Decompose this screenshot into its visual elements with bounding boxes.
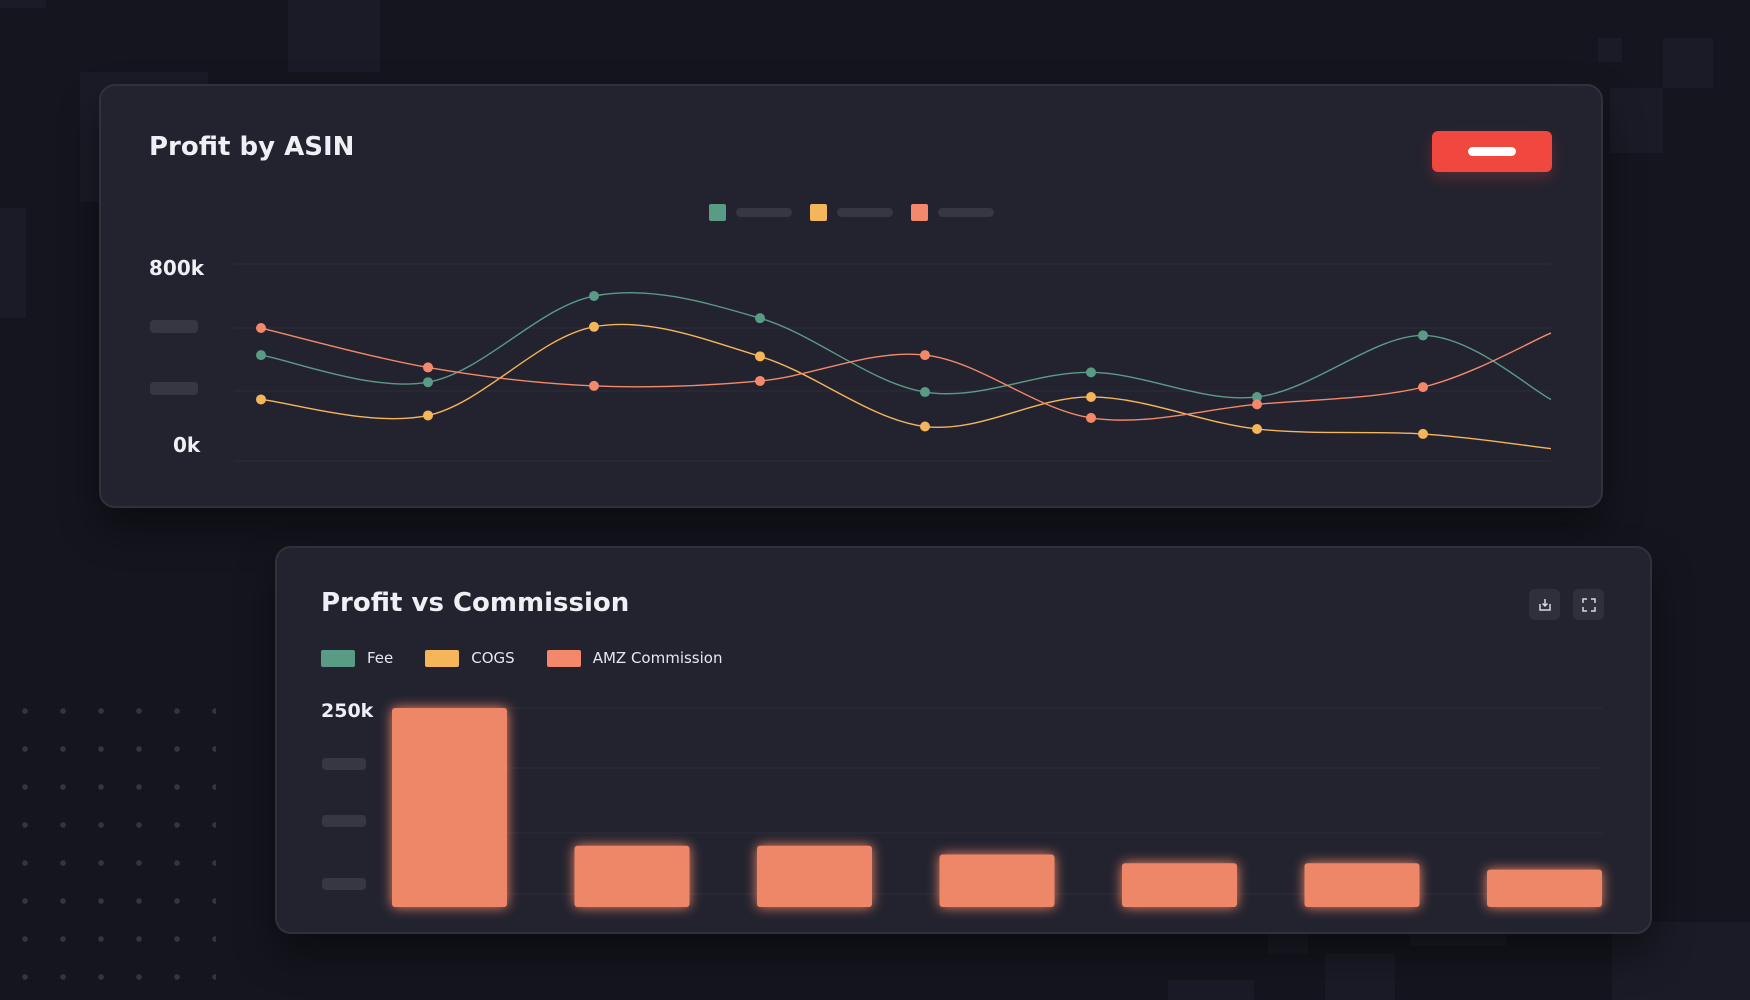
bg-decoration [1268, 930, 1308, 954]
legend-item-amz-commission[interactable]: AMZ Commission [546, 649, 723, 667]
data-point [256, 350, 266, 361]
legend-swatch [709, 204, 726, 221]
legend-item[interactable] [911, 204, 994, 221]
data-point [1086, 391, 1096, 402]
data-point [1418, 428, 1428, 439]
bg-decoration [1610, 88, 1663, 153]
data-point [1252, 423, 1262, 434]
bar[interactable] [757, 845, 872, 907]
data-point [423, 362, 433, 373]
data-point [1418, 330, 1428, 341]
profit-by-asin-card: Profit by ASIN 800k 0k [99, 84, 1603, 508]
bg-decoration [0, 0, 46, 8]
data-point [423, 410, 433, 421]
data-point [256, 323, 266, 334]
expand-button[interactable] [1573, 589, 1604, 620]
data-point [1086, 412, 1096, 423]
line-chart [234, 263, 1552, 462]
y-tick-label: 0k [173, 433, 201, 457]
legend-label-placeholder [837, 208, 893, 217]
chart-legend [709, 204, 994, 221]
legend-label: AMZ Commission [592, 649, 723, 667]
profit-vs-commission-card: Profit vs Commission Fee COGS AMZ Commis… [275, 546, 1652, 934]
legend-swatch [911, 204, 928, 221]
bg-decoration [1168, 980, 1254, 1000]
data-point [755, 313, 765, 324]
legend-item[interactable] [810, 204, 893, 221]
bg-decoration [1598, 38, 1622, 62]
data-point [1418, 382, 1428, 393]
bar[interactable] [392, 708, 507, 907]
legend-label-placeholder [938, 208, 994, 217]
action-button[interactable] [1432, 131, 1552, 172]
y-tick-placeholder [322, 815, 366, 827]
legend-item-cogs[interactable]: COGS [425, 649, 515, 667]
legend-swatch [546, 649, 581, 667]
card-title: Profit by ASIN [149, 132, 355, 162]
y-tick-label: 250k [321, 700, 374, 722]
legend-label: COGS [471, 649, 515, 667]
series-line-1 [260, 291, 1552, 401]
data-point [256, 394, 266, 405]
data-point [589, 321, 599, 332]
legend-swatch [810, 204, 827, 221]
legend-item[interactable] [709, 204, 792, 221]
dot-grid-decoration [6, 692, 216, 982]
data-point [920, 387, 930, 398]
data-point [920, 350, 930, 361]
y-tick-placeholder [322, 878, 366, 890]
bg-decoration [1410, 930, 1506, 946]
y-tick-placeholder [150, 320, 198, 333]
bar[interactable] [1122, 863, 1237, 907]
data-point [423, 377, 433, 388]
legend-item-fee[interactable]: Fee [321, 649, 393, 667]
legend-label: Fee [367, 649, 394, 667]
bar[interactable] [939, 854, 1055, 907]
legend-swatch [425, 649, 460, 667]
download-button[interactable] [1529, 589, 1560, 620]
data-point [1252, 391, 1262, 402]
bg-decoration [1325, 953, 1395, 1000]
data-point [1252, 399, 1262, 410]
bar-chart [392, 707, 1602, 907]
data-point [755, 375, 765, 386]
series-line-2 [260, 323, 1552, 450]
bar[interactable] [1304, 863, 1420, 907]
data-point [1086, 367, 1096, 378]
data-point [589, 380, 599, 391]
y-tick-placeholder [322, 758, 366, 770]
data-point [755, 351, 765, 362]
legend-swatch [321, 649, 355, 667]
download-icon [1538, 598, 1551, 611]
bg-decoration [0, 208, 26, 318]
y-tick-placeholder [150, 382, 198, 395]
expand-icon [1581, 597, 1596, 612]
bg-decoration [1612, 922, 1750, 1000]
card-title: Profit vs Commission [321, 588, 630, 618]
legend-label-placeholder [736, 208, 792, 217]
bg-decoration [1663, 38, 1713, 88]
bar[interactable] [1487, 869, 1602, 907]
chart-legend: Fee COGS AMZ Commission [321, 649, 722, 667]
data-point [589, 291, 599, 302]
y-tick-label: 800k [149, 256, 205, 280]
bar[interactable] [574, 845, 690, 907]
bg-decoration [288, 0, 380, 72]
data-point [920, 421, 930, 432]
